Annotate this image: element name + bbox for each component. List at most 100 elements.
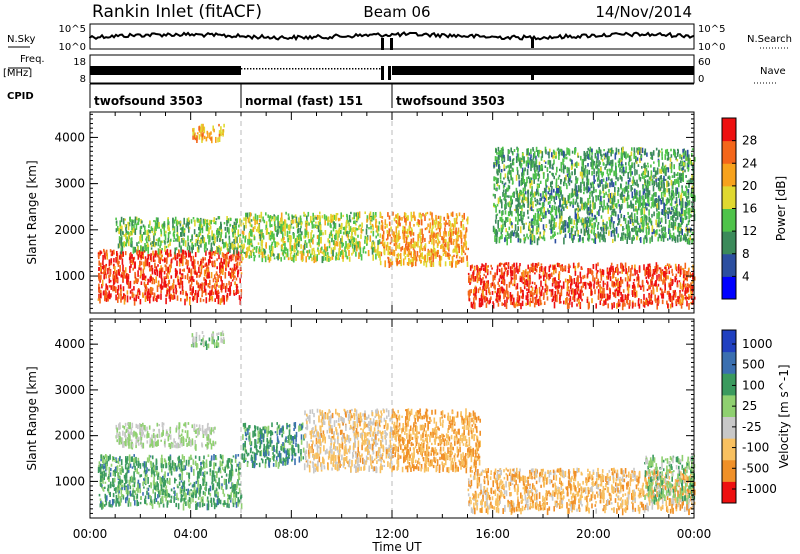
power-cell — [175, 288, 177, 291]
power-cell — [568, 289, 571, 295]
power-cell — [190, 219, 193, 224]
power-cell — [664, 226, 666, 230]
power-cell — [455, 244, 458, 249]
power-cell — [681, 160, 684, 167]
power-cell — [614, 153, 617, 160]
power-cell — [210, 257, 213, 259]
power-cell — [671, 268, 673, 274]
power-cell — [606, 221, 608, 224]
power-cell — [624, 277, 627, 282]
power-cell — [559, 280, 561, 283]
power-cell — [316, 214, 319, 220]
power-cell — [684, 285, 687, 288]
power-cell — [131, 220, 134, 227]
power-cell — [581, 166, 583, 172]
power-cell — [631, 216, 633, 220]
power-cell — [203, 220, 205, 227]
power-cell — [627, 275, 629, 282]
power-cell — [510, 276, 513, 284]
power-cell — [689, 234, 692, 238]
power-cell — [672, 279, 674, 285]
power-cell — [393, 231, 395, 238]
power-cell — [595, 263, 598, 271]
power-cell — [166, 248, 169, 256]
power-cell — [399, 252, 402, 260]
power-cell — [185, 259, 188, 265]
power-cell — [219, 226, 221, 230]
power-cell — [551, 164, 554, 168]
power-cell — [501, 267, 503, 273]
freq-dot — [301, 68, 303, 70]
power-cell — [268, 245, 271, 250]
power-cell — [147, 291, 150, 296]
power-cell — [140, 270, 142, 277]
power-cell — [249, 222, 252, 227]
power-cell — [435, 214, 437, 221]
power-cell — [529, 278, 531, 284]
power-cell — [642, 300, 645, 306]
power-cell — [468, 289, 471, 292]
power-cell — [599, 205, 601, 211]
nave-tick-top: 60 — [698, 57, 711, 68]
power-cell — [253, 236, 256, 241]
power-cell — [191, 235, 193, 241]
power-cell — [490, 296, 492, 300]
power-cell — [455, 217, 458, 220]
power-cell — [98, 260, 100, 266]
power-cell — [129, 296, 132, 300]
power-cell — [147, 282, 149, 285]
power-cell — [597, 195, 599, 201]
power-cell — [674, 182, 676, 186]
power-cell — [638, 303, 641, 309]
power-cell — [516, 195, 519, 202]
power-cell — [520, 193, 522, 197]
power-cell — [207, 292, 210, 295]
power-cell — [406, 262, 409, 266]
power-cell — [558, 272, 561, 280]
power-cell — [688, 238, 691, 245]
power-cell — [684, 283, 687, 287]
power-cell — [543, 207, 545, 213]
power-cell — [175, 247, 178, 251]
power-cell — [545, 188, 547, 193]
power-cell — [216, 293, 218, 299]
power-cell — [280, 217, 282, 222]
power-cell — [647, 170, 649, 177]
power-cell — [153, 235, 155, 243]
power-cell — [231, 267, 234, 272]
power-cell — [407, 250, 410, 257]
power-cell — [237, 290, 240, 293]
power-cell — [273, 221, 276, 227]
power-cell — [634, 188, 636, 196]
power-cell — [332, 249, 334, 257]
freq-dot — [355, 68, 357, 70]
power-cell — [181, 227, 183, 232]
power-cell — [512, 158, 514, 162]
power-cell — [148, 235, 151, 241]
power-cell — [553, 301, 556, 309]
power-cell — [545, 284, 548, 290]
power-cell — [299, 228, 302, 233]
power-cell — [144, 289, 146, 296]
power-cell — [516, 299, 519, 303]
power-cell — [446, 244, 449, 250]
power-cell — [233, 227, 236, 234]
power-cell — [224, 235, 227, 239]
power-cell — [119, 220, 121, 227]
power-cell — [677, 271, 680, 274]
power-cell — [377, 240, 379, 246]
power-cell — [679, 290, 681, 293]
power-cell — [551, 272, 553, 278]
power-cell — [688, 303, 690, 310]
power-cell — [270, 245, 273, 251]
power-cell — [166, 289, 168, 295]
power-cell — [492, 193, 495, 197]
power-cell — [444, 261, 447, 267]
power-cell — [144, 292, 146, 296]
power-cell — [613, 201, 615, 206]
power-cell — [99, 266, 102, 272]
power-cell — [557, 281, 559, 284]
power-cell — [677, 296, 679, 303]
power-cell — [650, 293, 653, 298]
